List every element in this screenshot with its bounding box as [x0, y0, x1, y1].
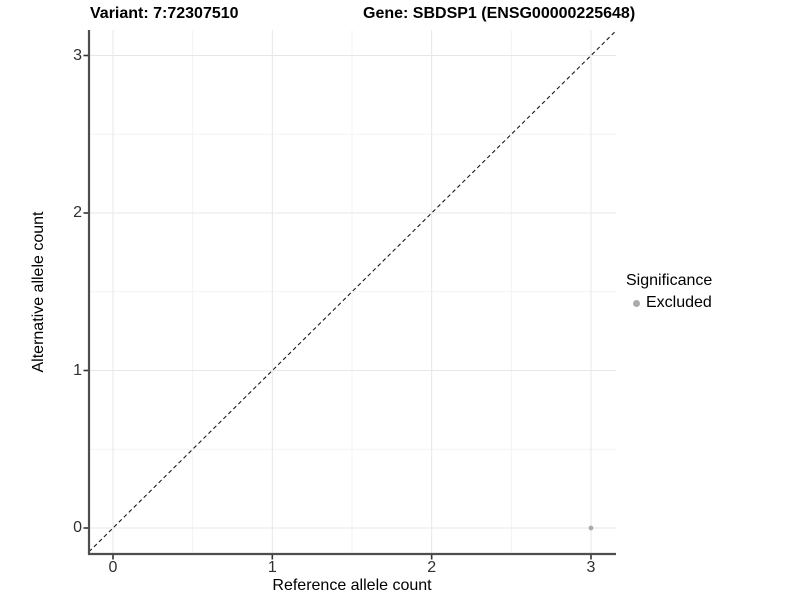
plot-title-variant: Variant: 7:72307510 [90, 5, 239, 22]
legend: Significance Excluded [626, 271, 712, 313]
x-tick-label: 2 [427, 559, 437, 576]
x-axis-title: Reference allele count [272, 577, 432, 594]
legend-point-icon [633, 299, 640, 307]
data-point [588, 525, 594, 531]
legend-entry-excluded: Excluded [626, 293, 712, 313]
plot-title-gene: Gene: SBDSP1 (ENSG00000225648) [363, 5, 636, 22]
y-tick-label: 3 [73, 46, 82, 64]
y-tick-label: 1 [73, 361, 82, 379]
legend-entry-label: Excluded [646, 294, 712, 311]
x-tick-label: 1 [267, 559, 277, 576]
legend-title: Significance [626, 272, 713, 289]
y-tick-label: 2 [73, 204, 82, 221]
x-tick-label: 0 [108, 559, 118, 576]
x-tick-label: 3 [586, 559, 596, 576]
identity-reference-line [88, 30, 617, 553]
y-axis-title: Alternative allele count [30, 211, 47, 373]
y-tick-label: 0 [73, 519, 82, 536]
